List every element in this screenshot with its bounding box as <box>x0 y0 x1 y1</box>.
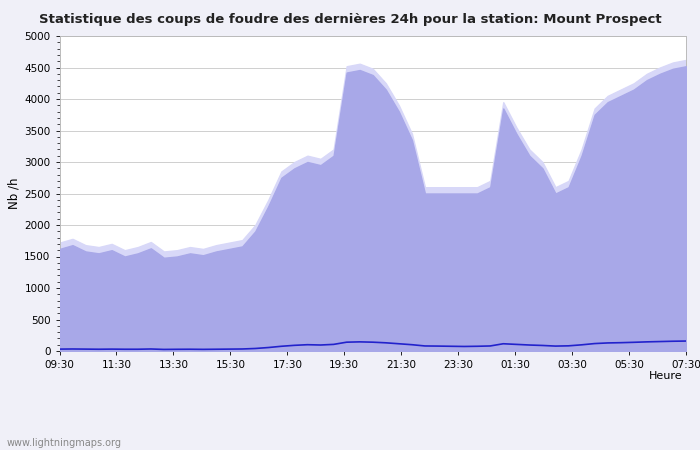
Text: www.lightningmaps.org: www.lightningmaps.org <box>7 438 122 448</box>
Text: Heure: Heure <box>649 371 682 381</box>
Y-axis label: Nb /h: Nb /h <box>7 178 20 209</box>
Text: Statistique des coups de foudre des dernières 24h pour la station: Mount Prospec: Statistique des coups de foudre des dern… <box>38 14 661 27</box>
